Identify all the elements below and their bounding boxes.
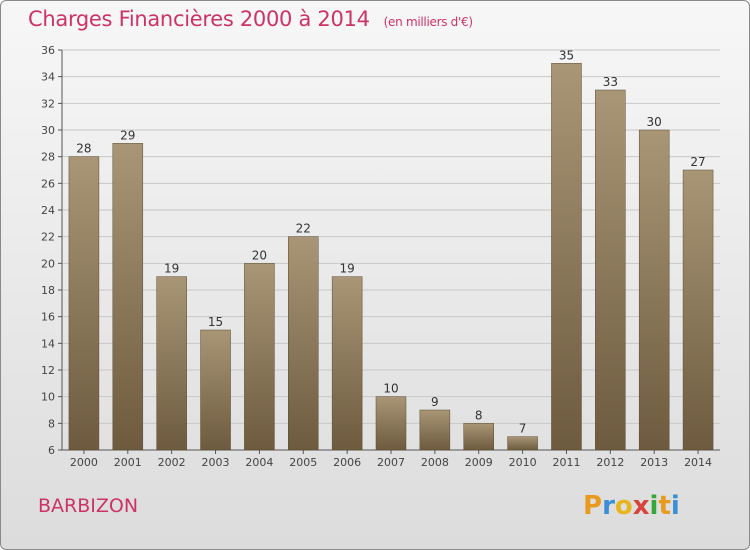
x-tick-label: 2012 xyxy=(596,456,624,469)
y-tick-label: 22 xyxy=(41,231,55,244)
x-tick-label: 2003 xyxy=(202,456,230,469)
x-tick-label: 2008 xyxy=(421,456,449,469)
data-label: 7 xyxy=(519,422,527,436)
bar xyxy=(419,409,451,451)
bar xyxy=(551,63,582,451)
logo-letter: r xyxy=(602,491,615,521)
bar xyxy=(595,89,626,451)
logo-letter: x xyxy=(632,491,650,521)
y-tick-label: 36 xyxy=(41,44,55,57)
x-tick-label: 2007 xyxy=(377,456,405,469)
data-label: 9 xyxy=(431,395,439,409)
chart-subtitle: (en milliers d'€) xyxy=(383,15,473,29)
y-tick-label: 28 xyxy=(41,151,55,164)
x-tick-label: 2000 xyxy=(70,456,98,469)
bar xyxy=(244,263,275,451)
x-tick-label: 2001 xyxy=(114,456,142,469)
data-label: 20 xyxy=(252,248,267,262)
logo-letter: i xyxy=(670,491,680,521)
bar xyxy=(463,423,494,451)
data-label: 19 xyxy=(164,262,179,276)
data-label: 30 xyxy=(647,115,662,129)
bar xyxy=(375,396,407,451)
x-tick-label: 2009 xyxy=(465,456,493,469)
data-label: 19 xyxy=(339,262,354,276)
x-tick-label: 2011 xyxy=(552,456,580,469)
x-tick-label: 2006 xyxy=(333,456,361,469)
data-label: 27 xyxy=(690,155,705,169)
data-label: 28 xyxy=(76,142,91,156)
logo-letter: P xyxy=(583,491,603,521)
bar xyxy=(200,329,231,451)
y-tick-label: 10 xyxy=(41,391,55,404)
bar xyxy=(112,143,144,451)
bar xyxy=(288,236,319,451)
data-label: 22 xyxy=(296,222,311,236)
city-label: BARBIZON xyxy=(38,495,139,517)
y-tick-label: 30 xyxy=(41,124,55,137)
x-tick-label: 2004 xyxy=(245,456,273,469)
data-label: 29 xyxy=(120,128,135,142)
y-tick-label: 16 xyxy=(41,311,55,324)
bar xyxy=(331,276,363,451)
data-label: 33 xyxy=(603,75,618,89)
y-tick-label: 18 xyxy=(41,284,55,297)
x-tick-label: 2010 xyxy=(509,456,537,469)
y-tick-label: 26 xyxy=(41,177,55,190)
x-tick-label: 2002 xyxy=(158,456,186,469)
x-tick-label: 2005 xyxy=(289,456,317,469)
y-tick-label: 8 xyxy=(48,417,55,430)
logo-letter: t xyxy=(658,491,671,521)
y-tick-label: 12 xyxy=(41,364,55,377)
logo-letter: o xyxy=(614,491,633,521)
x-tick-label: 2013 xyxy=(640,456,668,469)
bar xyxy=(682,169,714,451)
bar xyxy=(68,156,100,451)
x-tick-label: 2014 xyxy=(684,456,712,469)
bar xyxy=(638,129,670,451)
y-tick-label: 6 xyxy=(48,444,55,457)
data-label: 8 xyxy=(475,408,483,422)
title-text: Charges Financières 2000 à 2014 xyxy=(28,7,370,31)
bar xyxy=(507,436,538,451)
y-tick-label: 20 xyxy=(41,257,55,270)
logo-letter: i xyxy=(649,491,659,521)
bar xyxy=(156,276,187,451)
y-tick-label: 32 xyxy=(41,97,55,110)
data-label: 35 xyxy=(559,48,574,62)
data-label: 15 xyxy=(208,315,223,329)
y-tick-label: 24 xyxy=(41,204,55,217)
data-label: 10 xyxy=(383,382,398,396)
y-tick-label: 14 xyxy=(41,337,55,350)
chart-title: Charges Financières 2000 à 2014 (en milli… xyxy=(28,7,473,31)
proxiti-logo: Proxiti xyxy=(583,491,680,521)
y-tick-label: 34 xyxy=(41,71,55,84)
